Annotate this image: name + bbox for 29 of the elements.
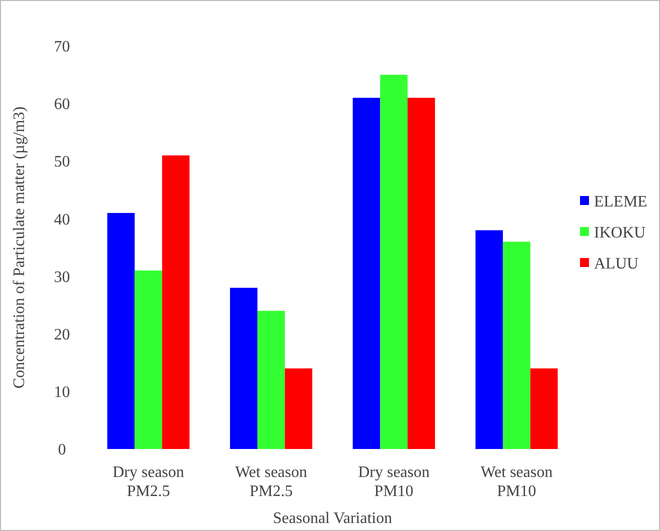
bar	[380, 74, 408, 449]
legend-label: ELEME	[594, 194, 648, 211]
y-tick-label: 10	[54, 384, 70, 402]
bar	[408, 98, 435, 449]
y-tick-label: 60	[54, 96, 70, 114]
bar	[107, 212, 135, 449]
bar	[284, 368, 312, 449]
x-tick-label: Dry season PM10	[358, 464, 430, 500]
x-tick-label: Dry season PM2.5	[112, 464, 184, 500]
bar	[230, 288, 258, 449]
y-tick-label: 40	[54, 211, 70, 228]
bar	[257, 310, 285, 449]
legend-label: IKOKU	[594, 224, 646, 242]
y-tick-label: 20	[54, 326, 70, 344]
bar	[162, 155, 190, 449]
bar	[352, 98, 380, 449]
x-tick-label: Wet season PM2.5	[235, 464, 308, 500]
legend-label: ALUU	[594, 256, 639, 273]
bar	[530, 368, 558, 449]
x-tick-label: Wet season PM10	[480, 464, 553, 500]
y-axis-title: Concentration of Particulate matter (µg/m3)	[11, 106, 28, 389]
y-tick-label: 0	[58, 442, 66, 459]
y-tick-label: 30	[54, 268, 70, 286]
x-axis-title: Seasonal Variation	[272, 510, 392, 527]
y-tick-label: 70	[54, 38, 70, 56]
bar	[134, 270, 162, 449]
bar	[502, 242, 530, 449]
y-tick-label: 50	[54, 154, 70, 171]
bar	[475, 230, 503, 449]
